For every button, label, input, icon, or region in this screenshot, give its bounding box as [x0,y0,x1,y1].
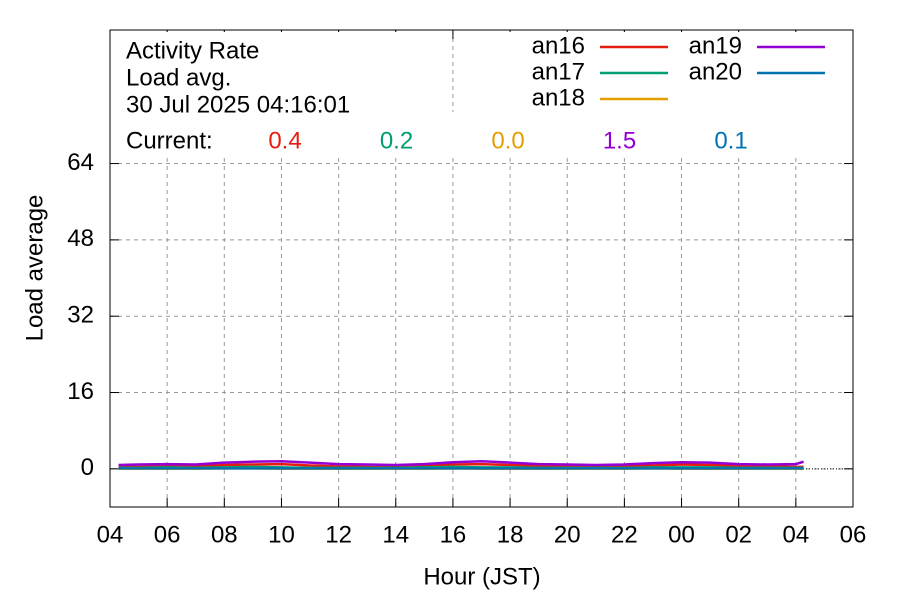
legend-label: an19 [689,32,742,59]
x-tick-label: 02 [725,521,752,548]
x-tick-label: 08 [211,521,238,548]
current-value: 0.1 [714,127,747,154]
series-line [118,459,804,467]
x-tick-label: 06 [154,521,181,548]
y-axis-label: Load average [21,195,48,342]
current-value: 0.0 [491,127,524,154]
current-box [112,112,851,158]
y-tick-label: 48 [67,225,94,252]
x-tick-label: 14 [382,521,409,548]
current-value: 0.4 [268,127,301,154]
x-axis-label: Hour (JST) [423,563,540,590]
x-tick-label: 12 [325,521,352,548]
x-tick-label: 18 [497,521,524,548]
y-tick-label: 64 [67,149,94,176]
y-tick-label: 0 [81,454,94,481]
legend-label: an17 [532,58,585,85]
legend-label: an16 [532,32,585,59]
plot-border [109,29,854,508]
legend-label: an18 [532,84,585,111]
chart-title: Load avg. [126,64,231,91]
x-tick-label: 22 [611,521,638,548]
x-tick-label: 04 [782,521,809,548]
y-tick-label: 16 [67,378,94,405]
chart-title: Activity Rate [126,37,259,64]
current-value: 0.2 [380,127,413,154]
legend-label: an20 [689,58,742,85]
x-tick-label: 16 [440,521,467,548]
x-tick-label: 10 [268,521,295,548]
series-line [118,462,804,469]
chart-title: 30 Jul 2025 04:16:01 [126,91,350,118]
current-value: 1.5 [603,127,636,154]
x-tick-label: 00 [668,521,695,548]
current-label: Current: [126,127,213,154]
x-tick-label: 06 [840,521,867,548]
x-tick-label: 04 [97,521,124,548]
y-tick-label: 32 [67,302,94,329]
x-tick-label: 20 [554,521,581,548]
